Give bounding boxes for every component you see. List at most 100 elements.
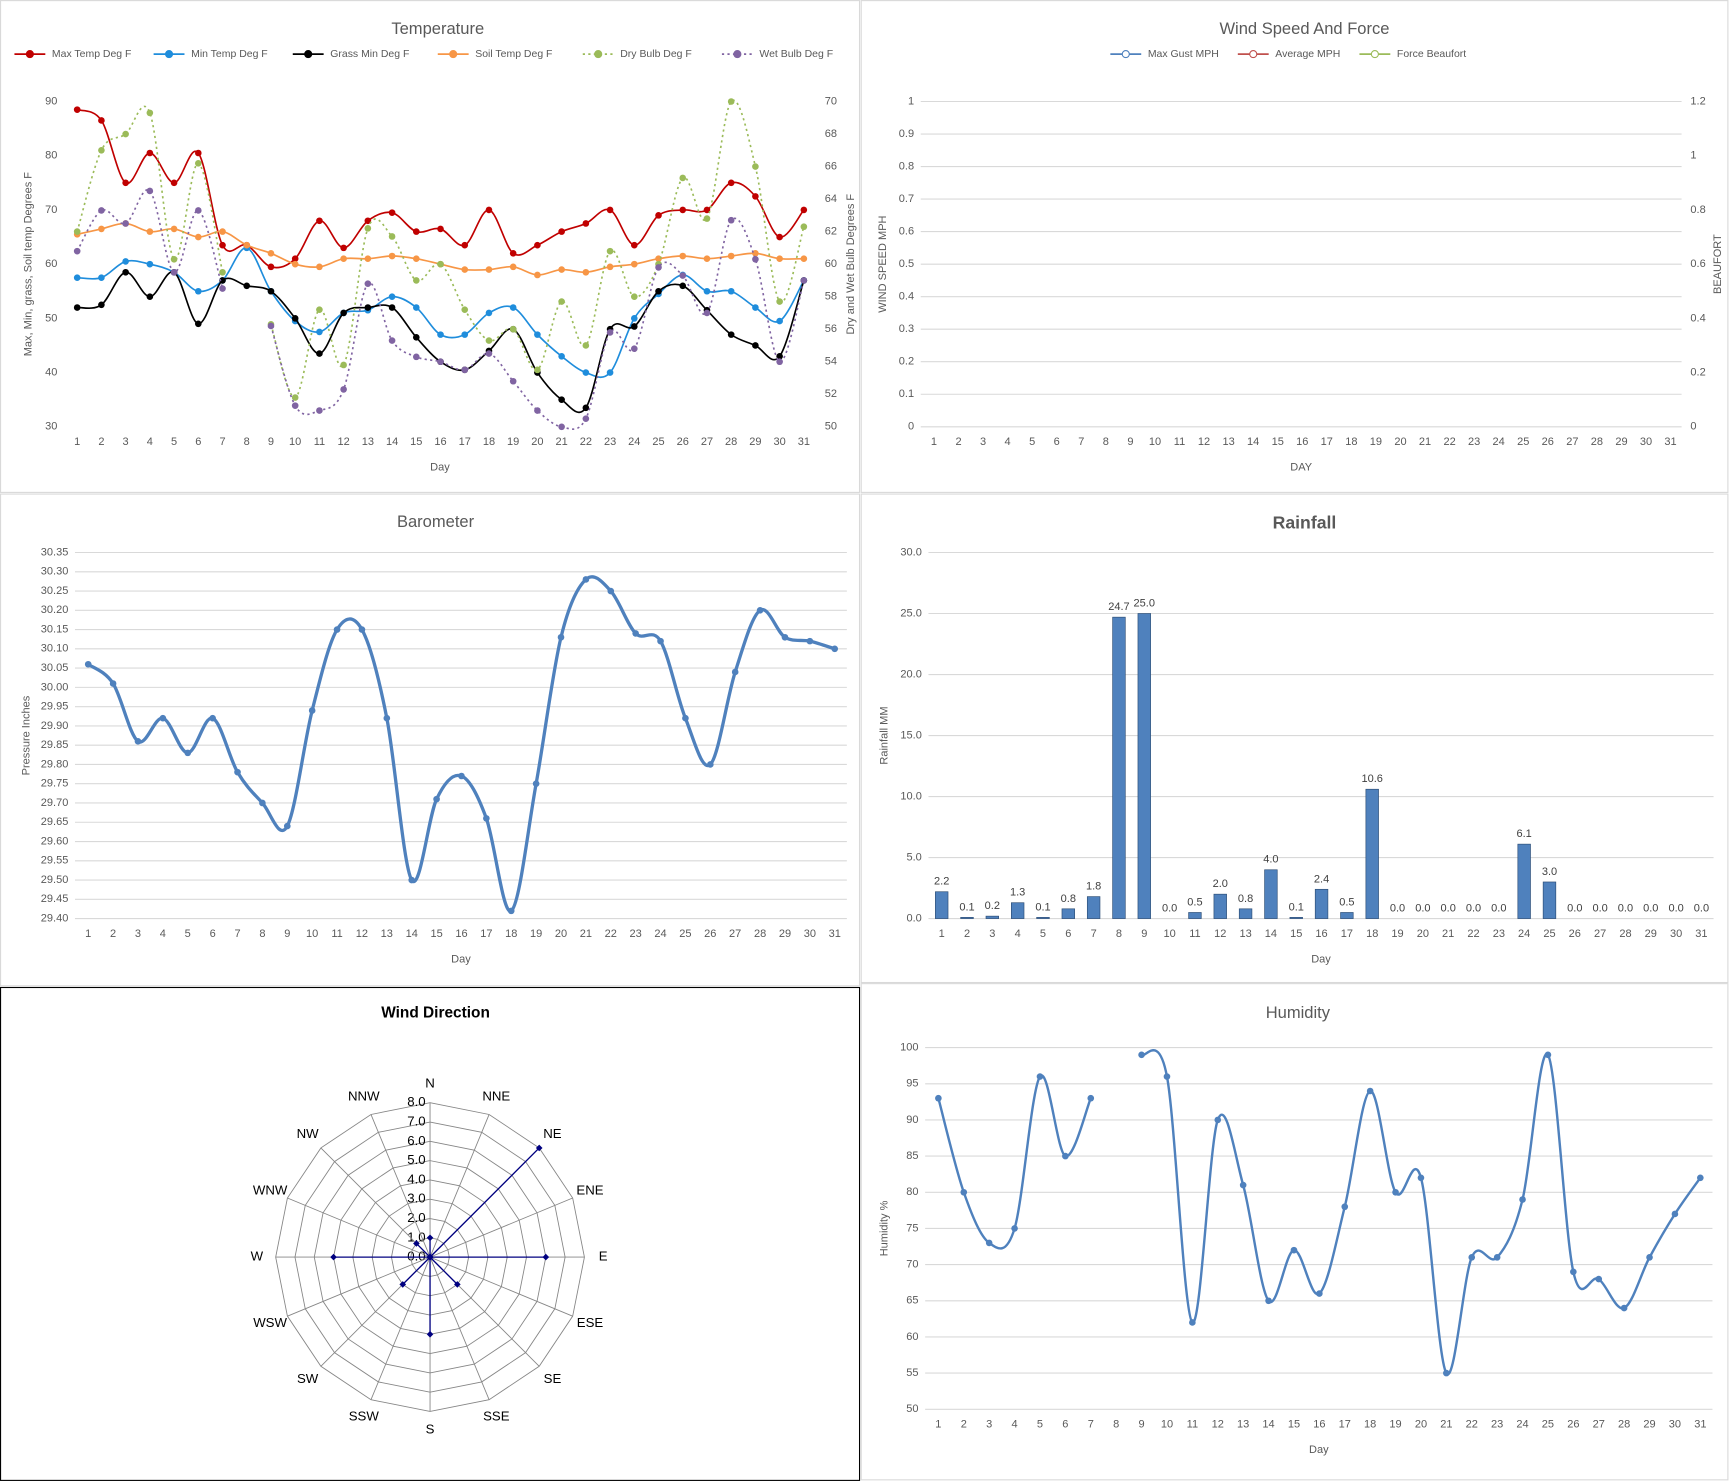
bar — [1340, 912, 1354, 919]
x-tick-label: 12 — [356, 928, 368, 940]
chart-title: Barometer — [397, 512, 475, 531]
y-axis-title: Rainfall MM — [878, 706, 890, 764]
x-tick-label: 17 — [1321, 436, 1333, 448]
data-point — [752, 255, 759, 263]
y-tick-label: 5.0 — [907, 851, 922, 863]
x-tick-label: 16 — [455, 928, 467, 940]
data-point — [73, 247, 81, 255]
x-tick-label: 20 — [1417, 928, 1429, 940]
y-tick-label: 30.20 — [41, 604, 69, 616]
x-tick-label: 11 — [314, 436, 325, 448]
y-tick-label: 29.75 — [41, 778, 69, 790]
series-line — [270, 217, 805, 430]
data-point — [388, 337, 396, 344]
x-tick-label: 2 — [955, 436, 961, 448]
legend-label: Max Temp Deg F — [52, 49, 132, 60]
panel — [860, 493, 1729, 984]
data-point — [291, 260, 299, 268]
data-point — [316, 263, 323, 271]
x-tick-label: 19 — [1389, 1419, 1401, 1431]
x-tick-label: 31 — [1694, 1419, 1706, 1431]
x-tick-label: 10 — [306, 928, 318, 940]
y-axis-title: Pressure Inches — [20, 695, 32, 775]
data-label: 0.0 — [1618, 903, 1633, 915]
x-tick-label: 28 — [754, 928, 766, 940]
data-point — [461, 366, 469, 374]
data-point — [632, 630, 639, 637]
x-tick-label: 1 — [85, 928, 91, 940]
data-point — [1087, 1094, 1095, 1102]
data-point — [935, 1094, 942, 1102]
x-tick-label: 9 — [284, 928, 290, 940]
data-point — [426, 1330, 434, 1338]
data-point — [412, 228, 420, 235]
panel — [0, 0, 861, 493]
legend-marker — [25, 50, 34, 59]
y-tick-label: 0.9 — [899, 128, 914, 140]
category-label: NW — [297, 1126, 320, 1141]
x-tick-label: 9 — [268, 436, 274, 448]
bar — [1238, 908, 1253, 919]
data-point — [408, 876, 416, 884]
data-point — [308, 707, 316, 714]
data-point — [243, 241, 251, 249]
data-point — [1443, 1369, 1450, 1377]
data-point — [752, 193, 759, 200]
y2-tick-label: 0.6 — [1690, 258, 1705, 270]
data-label: 3.0 — [1542, 866, 1557, 878]
data-point — [776, 353, 783, 360]
data-point — [194, 159, 202, 167]
panel — [860, 983, 1729, 1481]
x-tick-label: 7 — [1088, 1419, 1094, 1431]
data-point — [606, 247, 614, 255]
data-point — [1646, 1254, 1653, 1261]
data-point — [437, 358, 444, 366]
data-point — [806, 637, 814, 645]
data-label: 2.0 — [1213, 878, 1228, 890]
x-axis-title: Day — [1309, 1444, 1329, 1456]
data-point — [219, 228, 226, 235]
data-point — [364, 304, 372, 311]
x-axis-title: Day — [430, 461, 450, 473]
x-tick-label: 19 — [530, 928, 542, 940]
x-tick-label: 14 — [1247, 436, 1259, 448]
y-tick-label: 90 — [45, 95, 57, 107]
data-label: 0.0 — [1415, 903, 1430, 915]
data-point — [679, 174, 687, 182]
x-tick-label: 25 — [1517, 436, 1529, 448]
data-point — [170, 225, 178, 233]
data-label: 2.2 — [934, 876, 949, 888]
data-point — [426, 1253, 434, 1261]
x-tick-label: 7 — [219, 436, 225, 448]
data-point — [960, 1188, 968, 1196]
x-tick-label: 31 — [798, 436, 810, 448]
x-tick-label: 17 — [480, 928, 492, 940]
data-point — [194, 207, 202, 214]
x-tick-label: 20 — [555, 928, 567, 940]
data-point — [170, 179, 178, 187]
data-point — [1468, 1254, 1476, 1261]
data-point — [727, 287, 735, 295]
y-tick-label: 0.8 — [899, 160, 914, 172]
data-point — [534, 241, 541, 249]
data-point — [1163, 1073, 1171, 1080]
data-point — [340, 309, 347, 317]
data-label: 24.7 — [1108, 601, 1129, 613]
y2-tick-label: 70 — [825, 95, 837, 107]
panel — [0, 493, 861, 987]
data-point — [731, 668, 739, 676]
x-tick-label: 16 — [1315, 928, 1327, 940]
x-tick-label: 2 — [110, 928, 116, 940]
y-tick-label: 0.1 — [899, 388, 914, 400]
data-label: 6.1 — [1516, 828, 1531, 840]
y2-tick-label: 60 — [825, 258, 837, 270]
x-axis-title: Day — [1311, 953, 1331, 965]
data-point — [582, 415, 590, 422]
y-tick-label: 0.5 — [899, 258, 914, 270]
x-tick-label: 26 — [1567, 1419, 1579, 1431]
data-point — [316, 217, 323, 225]
data-point — [364, 217, 372, 225]
data-point — [509, 263, 517, 271]
y-tick-label: 40 — [45, 366, 57, 378]
data-point — [184, 749, 192, 757]
